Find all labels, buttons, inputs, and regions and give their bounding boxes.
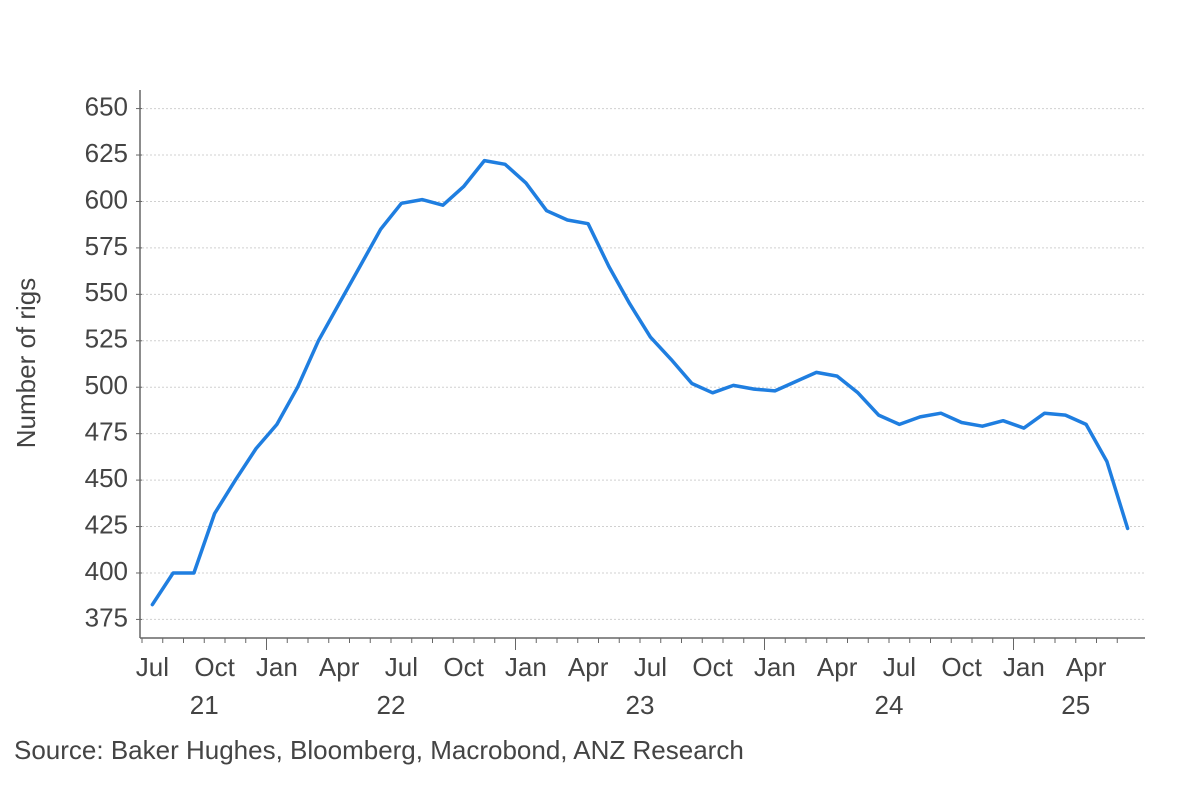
y-tick-label: 500: [85, 370, 128, 400]
y-tick-label: 625: [85, 138, 128, 168]
source-note: Source: Baker Hughes, Bloomberg, Macrobo…: [14, 735, 744, 765]
year-label: 23: [626, 690, 655, 720]
x-tick-label: Jan: [256, 652, 298, 682]
x-tick-label: Apr: [568, 652, 609, 682]
x-tick-label: Oct: [443, 652, 484, 682]
y-tick-label: 450: [85, 463, 128, 493]
x-tick-label: Oct: [194, 652, 235, 682]
y-tick-label: 400: [85, 556, 128, 586]
x-tick-label: Jan: [1003, 652, 1045, 682]
y-tick-label: 475: [85, 417, 128, 447]
year-label: 22: [377, 690, 406, 720]
y-tick-label: 550: [85, 277, 128, 307]
y-tick-label: 525: [85, 324, 128, 354]
x-tick-label: Apr: [817, 652, 858, 682]
data-line: [150, 158, 1130, 607]
x-tick-label: Jul: [136, 652, 169, 682]
x-tick-label: Apr: [319, 652, 360, 682]
y-axis-label: Number of rigs: [11, 278, 41, 449]
y-tick-label: 425: [85, 509, 128, 539]
y-tick-label: 650: [85, 91, 128, 121]
x-tick-label: Jul: [385, 652, 418, 682]
x-tick-label: Apr: [1066, 652, 1107, 682]
x-tick-label: Jul: [883, 652, 916, 682]
x-tick-label: Jan: [505, 652, 547, 682]
y-tick-label: 375: [85, 602, 128, 632]
x-tick-label: Oct: [941, 652, 982, 682]
y-tick-label: 575: [85, 231, 128, 261]
year-label: 25: [1061, 690, 1090, 720]
x-tick-label: Jul: [634, 652, 667, 682]
year-label: 21: [190, 690, 219, 720]
x-tick-label: Oct: [692, 652, 733, 682]
y-tick-label: 600: [85, 184, 128, 214]
x-tick-label: Jan: [754, 652, 796, 682]
year-label: 24: [875, 690, 904, 720]
